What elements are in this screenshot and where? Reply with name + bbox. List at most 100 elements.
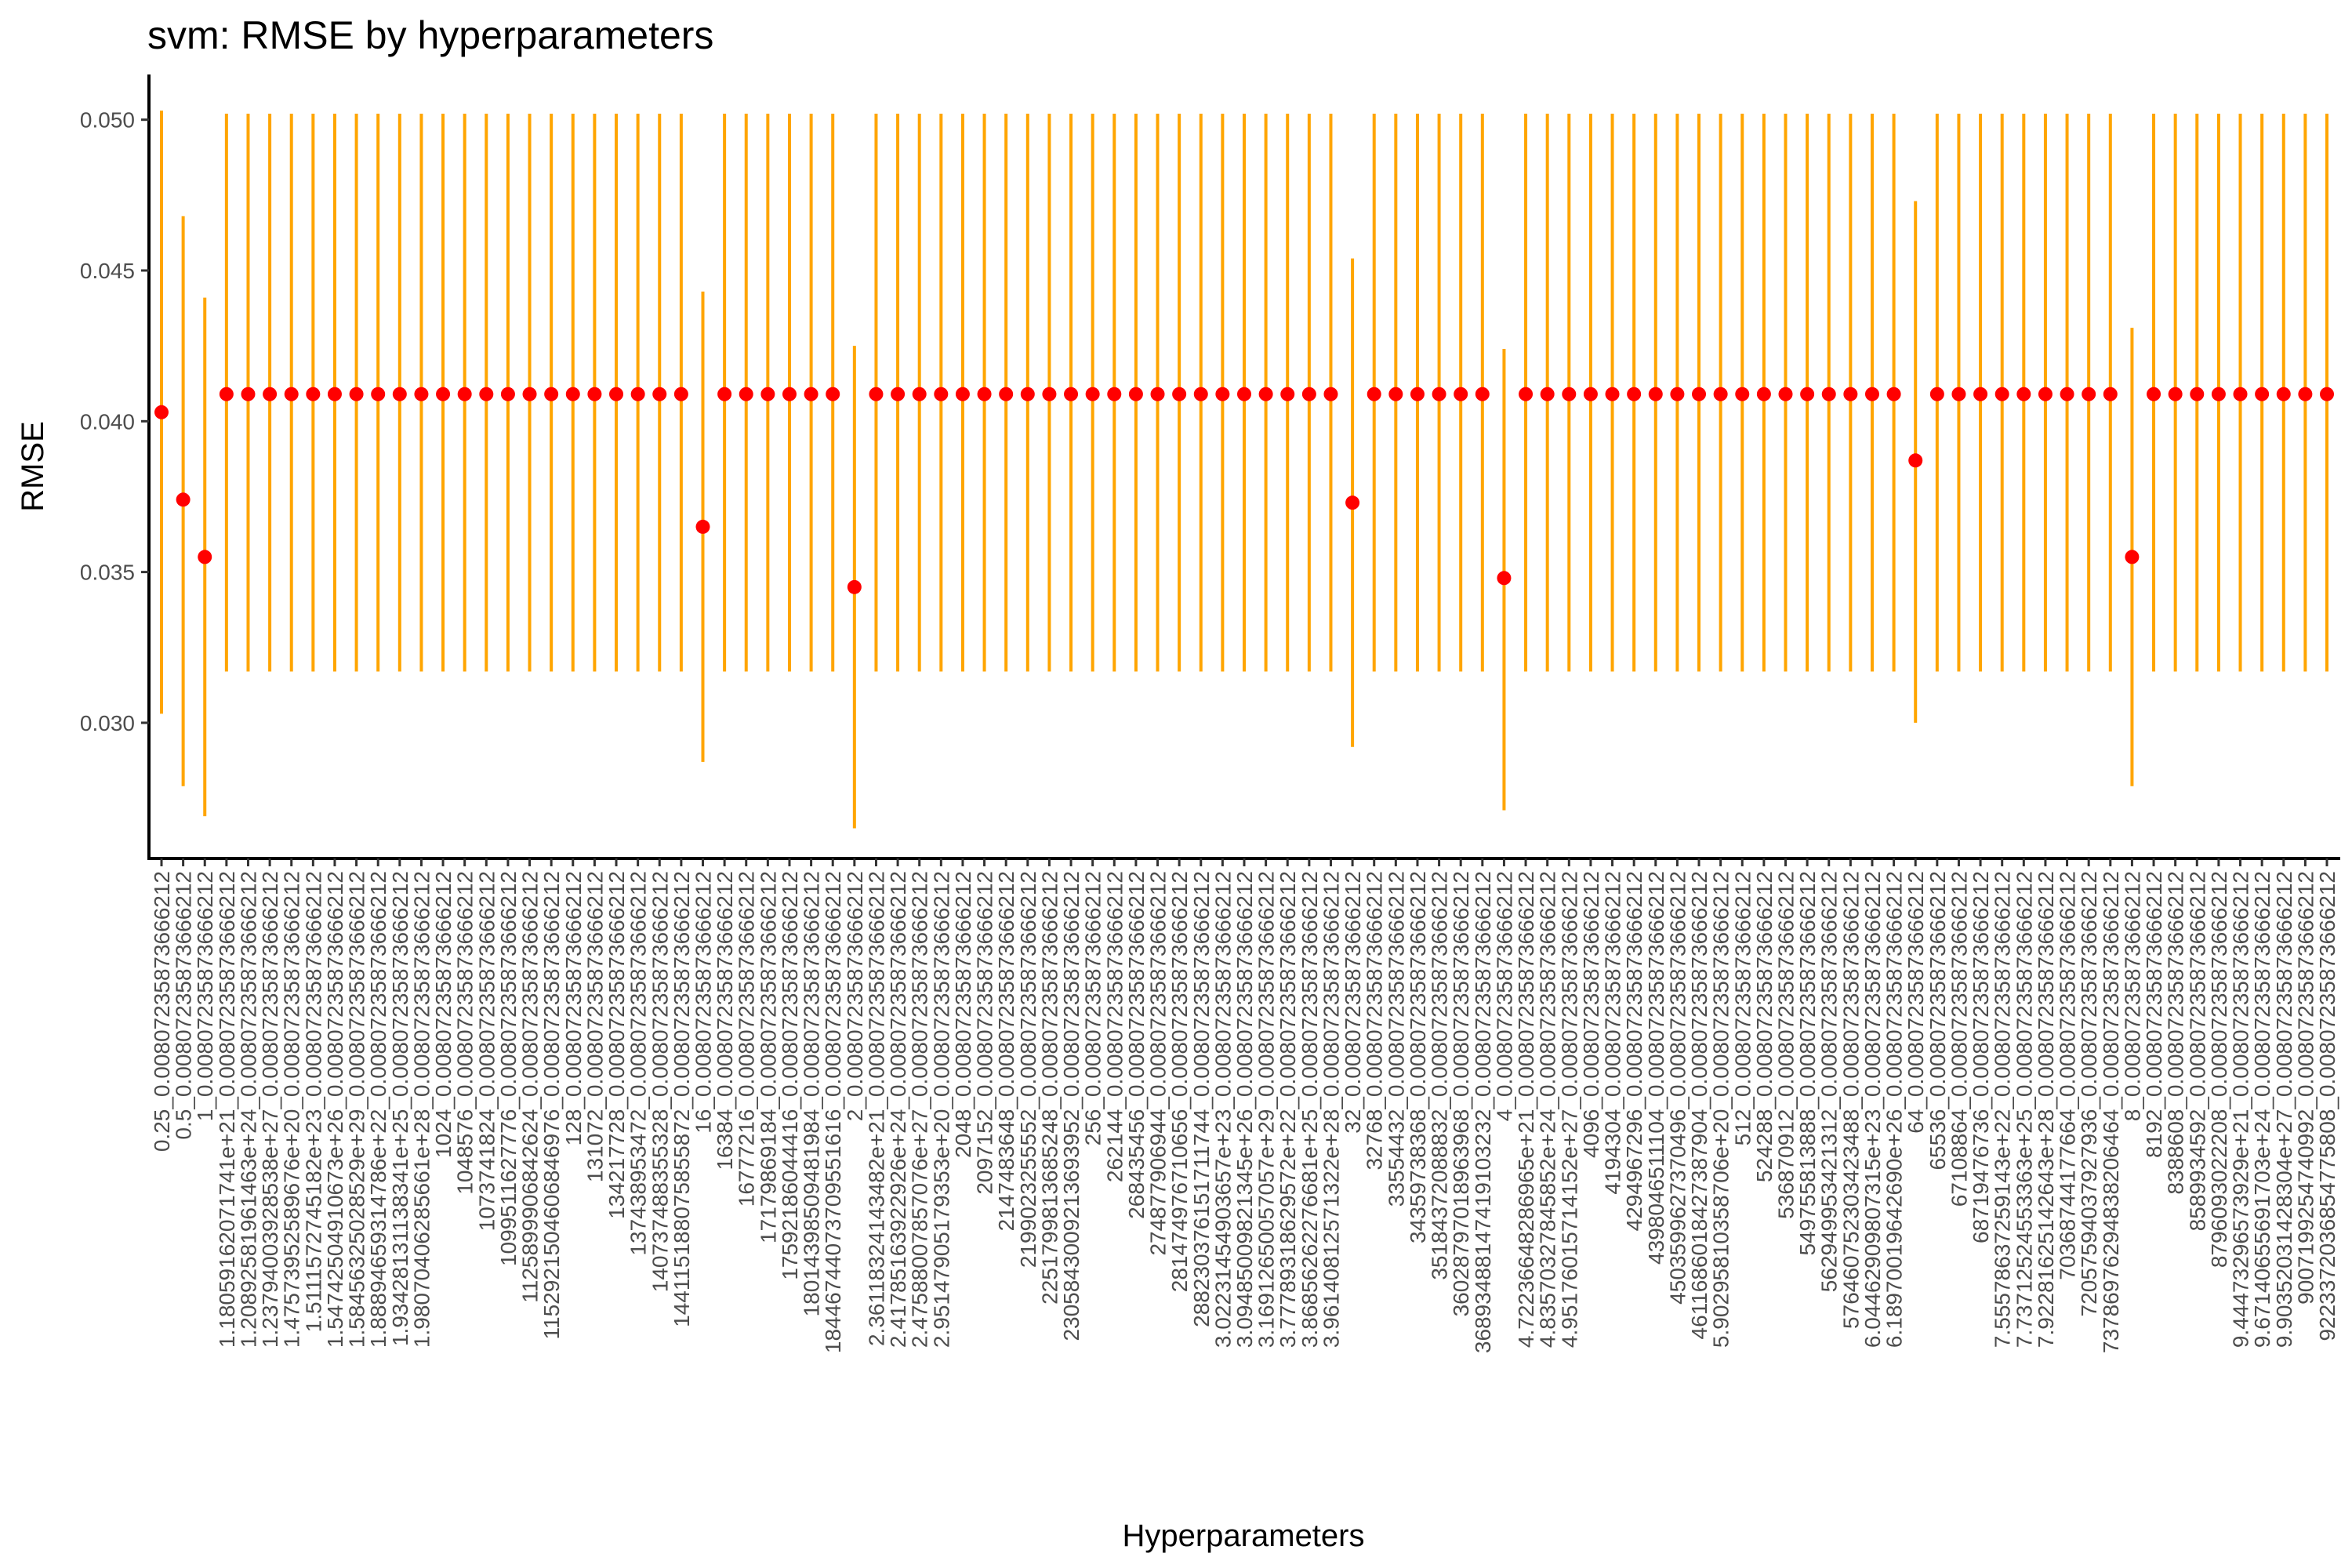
data-point xyxy=(1605,387,1620,401)
x-tick-label: 7.55578637259143e+22_0.00807235873666212 xyxy=(1991,871,2015,1348)
x-tick-label: 268435456_0.00807235873666212 xyxy=(1124,871,1149,1219)
x-tick-label: 144115188075855872_0.00807235873666212 xyxy=(670,871,694,1327)
x-tick-label: 1.54742504910673e+26_0.00807235873666212 xyxy=(323,871,347,1348)
x-tick-label: 70368744177664_0.00807235873666212 xyxy=(2056,871,2080,1280)
data-point xyxy=(392,387,407,401)
x-tick-label: 1.58456325028529e+29_0.00807235873666212 xyxy=(345,871,369,1348)
data-point xyxy=(2082,387,2096,401)
data-point xyxy=(1692,387,1707,401)
data-point xyxy=(1648,387,1663,401)
x-tick-label: 3.96140812571322e+28_0.00807235873666212 xyxy=(1319,871,1343,1348)
x-tick-label: 5.90295810358706e+20_0.00807235873666212 xyxy=(1709,871,1733,1348)
x-tick-label: 562949953421312_0.00807235873666212 xyxy=(1817,871,1842,1292)
data-point xyxy=(2298,387,2313,401)
data-point xyxy=(1172,387,1187,401)
x-tick-label: 17179869184_0.00807235873666212 xyxy=(756,871,780,1243)
data-point xyxy=(1215,387,1230,401)
data-point xyxy=(2147,387,2161,401)
x-tick-label: 8589934592_0.00807235873666212 xyxy=(2185,871,2209,1231)
x-tick-label: 1024_0.00807235873666212 xyxy=(431,871,456,1158)
data-point xyxy=(760,387,775,401)
data-point xyxy=(1323,387,1338,401)
x-tick-label: 2097152_0.00807235873666212 xyxy=(973,871,997,1195)
x-tick-label: 1.47573952589676e+20_0.00807235873666212 xyxy=(280,871,304,1348)
x-tick-label: 4096_0.00807235873666212 xyxy=(1579,871,1603,1158)
x-tick-label: 6.04462909807315e+23_0.00807235873666212 xyxy=(1860,871,1885,1348)
data-point xyxy=(1735,387,1750,401)
x-tick-label: 1.20892581961463e+24_0.00807235873666212 xyxy=(236,871,260,1348)
x-axis-ticks: 0.25_0.008072358736662120.5_0.0080723587… xyxy=(150,858,2339,1353)
data-point xyxy=(1193,387,1208,401)
data-point xyxy=(1821,387,1836,401)
data-point xyxy=(609,387,624,401)
data-point xyxy=(1432,387,1446,401)
data-point xyxy=(847,579,862,594)
x-tick-label: 4398046511104_0.00807235873666212 xyxy=(1644,871,1668,1265)
data-point xyxy=(1042,387,1057,401)
x-tick-label: 8_0.00807235873666212 xyxy=(2120,871,2144,1121)
data-point xyxy=(241,387,256,401)
data-point xyxy=(327,387,342,401)
x-tick-label: 18014398509481984_0.00807235873666212 xyxy=(800,871,824,1316)
data-point xyxy=(1713,387,1728,401)
data-point xyxy=(1064,387,1079,401)
data-point xyxy=(154,405,169,419)
data-point xyxy=(1929,387,1944,401)
x-tick-label: 1.23794003928538e+27_0.00807235873666212 xyxy=(258,871,282,1348)
x-tick-label: 3.09485009821345e+26_0.00807235873666212 xyxy=(1232,871,1257,1348)
x-tick-label: 6.18970019642690e+26_0.00807235873666212 xyxy=(1882,871,1907,1348)
x-tick-label: 1048576_0.00807235873666212 xyxy=(453,871,477,1195)
data-point xyxy=(1150,387,1165,401)
x-tick-label: 8388608_0.00807235873666212 xyxy=(2164,871,2188,1195)
x-tick-label: 1.93428131138341e+25_0.00807235873666212 xyxy=(388,871,412,1346)
x-tick-label: 274877906944_0.00807235873666212 xyxy=(1146,871,1171,1256)
x-tick-label: 288230376151711744_0.00807235873666212 xyxy=(1189,871,1214,1327)
data-point xyxy=(912,387,927,401)
x-tick-label: 4_0.00807235873666212 xyxy=(1492,871,1516,1121)
data-point xyxy=(284,387,299,401)
data-point xyxy=(1237,387,1251,401)
data-point xyxy=(306,387,321,401)
data-point xyxy=(1540,387,1555,401)
data-point xyxy=(999,387,1014,401)
x-tick-label: 549755813888_0.00807235873666212 xyxy=(1795,871,1820,1256)
x-tick-label: 32_0.00807235873666212 xyxy=(1341,871,1365,1134)
data-point xyxy=(544,387,559,401)
x-tick-label: 35184372088832_0.00807235873666212 xyxy=(1428,871,1452,1280)
x-tick-label: 2251799813685248_0.00807235873666212 xyxy=(1037,871,1062,1305)
x-tick-label: 1.88894659314786e+22_0.00807235873666212 xyxy=(366,871,390,1348)
data-point xyxy=(652,387,667,401)
x-tick-label: 281474976710656_0.00807235873666212 xyxy=(1167,871,1192,1292)
data-point xyxy=(414,387,429,401)
data-point xyxy=(2038,387,2053,401)
x-tick-label: 0.25_0.00807235873666212 xyxy=(150,871,174,1152)
x-tick-label: 33554432_0.00807235873666212 xyxy=(1384,871,1408,1207)
data-point xyxy=(2255,387,2270,401)
data-point xyxy=(2103,387,2118,401)
x-tick-label: 36028797018963968_0.00807235873666212 xyxy=(1449,871,1473,1316)
data-point xyxy=(1258,387,1273,401)
x-tick-label: 256_0.00807235873666212 xyxy=(1081,871,1105,1145)
x-tick-label: 1_0.00807235873666212 xyxy=(193,871,217,1121)
x-tick-label: 8192_0.00807235873666212 xyxy=(2142,871,2166,1158)
data-point xyxy=(436,387,451,401)
x-tick-label: 536870912_0.00807235873666212 xyxy=(1774,871,1798,1219)
y-tick-label: 0.045 xyxy=(80,259,135,283)
x-tick-label: 3.77789318629572e+22_0.00807235873666212 xyxy=(1276,871,1300,1348)
data-point xyxy=(479,387,494,401)
data-point xyxy=(934,387,949,401)
x-tick-label: 68719476736_0.00807235873666212 xyxy=(1969,871,1993,1243)
data-point xyxy=(1410,387,1425,401)
data-point xyxy=(1497,571,1512,586)
chart-title: svm: RMSE by hyperparameters xyxy=(147,13,713,57)
x-tick-label: 4503599627370496_0.00807235873666212 xyxy=(1665,871,1690,1305)
data-point xyxy=(1280,387,1295,401)
x-tick-label: 2.41785163922926e+24_0.00807235873666212 xyxy=(886,871,910,1348)
data-point xyxy=(2125,550,2140,564)
x-tick-label: 67108864_0.00807235873666212 xyxy=(1947,871,1971,1207)
data-point xyxy=(1886,387,1901,401)
data-point xyxy=(1301,387,1316,401)
data-point xyxy=(500,387,515,401)
data-point xyxy=(630,387,645,401)
